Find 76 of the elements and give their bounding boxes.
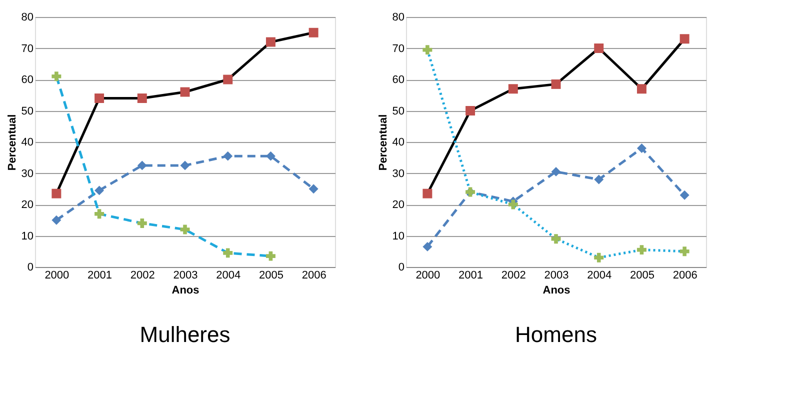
text: Mulheres [140, 322, 230, 347]
x-tick-label: 2003 [173, 270, 198, 282]
point [52, 215, 62, 225]
x-tick-label: 2001 [88, 270, 112, 282]
point [551, 166, 561, 176]
y-tick-label: 80 [392, 12, 404, 24]
y-tick-label: 80 [21, 12, 34, 24]
point [680, 190, 690, 200]
point [137, 218, 147, 228]
point [551, 79, 561, 89]
point [223, 248, 233, 258]
x-tick-label: 2002 [130, 270, 155, 282]
point [180, 87, 190, 97]
point [266, 151, 276, 161]
text: Homens [515, 322, 597, 347]
point [508, 84, 518, 94]
point [137, 94, 147, 103]
y-tick-label: 70 [392, 42, 404, 55]
x-tick-label: 2005 [630, 270, 654, 282]
y-tick-label: 50 [392, 105, 404, 118]
point [636, 84, 646, 94]
x-tick-label: 2006 [672, 270, 698, 282]
point [422, 45, 432, 55]
point [594, 44, 604, 53]
x-tick-label: 2000 [44, 270, 70, 282]
x-tick-label: 2004 [587, 270, 612, 282]
point [223, 74, 233, 84]
point [551, 234, 561, 244]
point [94, 186, 104, 196]
x-tick-label: 2006 [302, 270, 326, 282]
x-axis-title: Anos [172, 284, 200, 296]
y-axis-title: Percentual [6, 114, 18, 171]
y-tick-label: 60 [392, 74, 404, 86]
point [180, 160, 190, 170]
point [94, 209, 104, 219]
y-tick-label: 40 [392, 136, 404, 148]
point [594, 252, 604, 262]
point [52, 72, 62, 82]
point [52, 188, 62, 198]
point [308, 28, 318, 38]
x-tick-label: 2002 [501, 270, 526, 282]
x-tick-label: 2000 [416, 270, 440, 282]
point [308, 184, 318, 194]
y-tick-label: 0 [398, 262, 404, 274]
y-tick-label: 40 [21, 136, 34, 148]
point [422, 242, 432, 252]
y-tick-label: 10 [392, 230, 404, 242]
x-tick-label: 2003 [544, 270, 569, 282]
point [680, 246, 690, 256]
point [266, 251, 276, 261]
x-axis-title: Anos [542, 284, 570, 296]
y-tick-label: 50 [21, 105, 34, 118]
y-tick-label: 60 [21, 74, 34, 86]
point [466, 106, 476, 116]
y-tick-label: 30 [392, 168, 404, 180]
y-tick-label: 70 [21, 42, 34, 55]
y-tick-label: 20 [392, 199, 404, 211]
y-tick-label: 30 [21, 168, 34, 180]
point [223, 151, 233, 161]
point [180, 224, 190, 234]
y-tick-label: 10 [21, 230, 34, 242]
point [266, 37, 276, 47]
point [137, 160, 147, 170]
point [680, 34, 690, 44]
point [594, 174, 604, 184]
point [636, 144, 646, 153]
x-tick-label: 2004 [216, 270, 241, 282]
x-tick-label: 2001 [458, 270, 484, 282]
point [636, 245, 646, 255]
point [422, 188, 432, 198]
y-axis-title: Percentual [377, 114, 390, 171]
y-tick-label: 20 [21, 199, 34, 211]
point [94, 94, 104, 103]
y-tick-label: 0 [27, 262, 34, 274]
point [508, 200, 518, 210]
x-tick-label: 2005 [258, 270, 284, 282]
